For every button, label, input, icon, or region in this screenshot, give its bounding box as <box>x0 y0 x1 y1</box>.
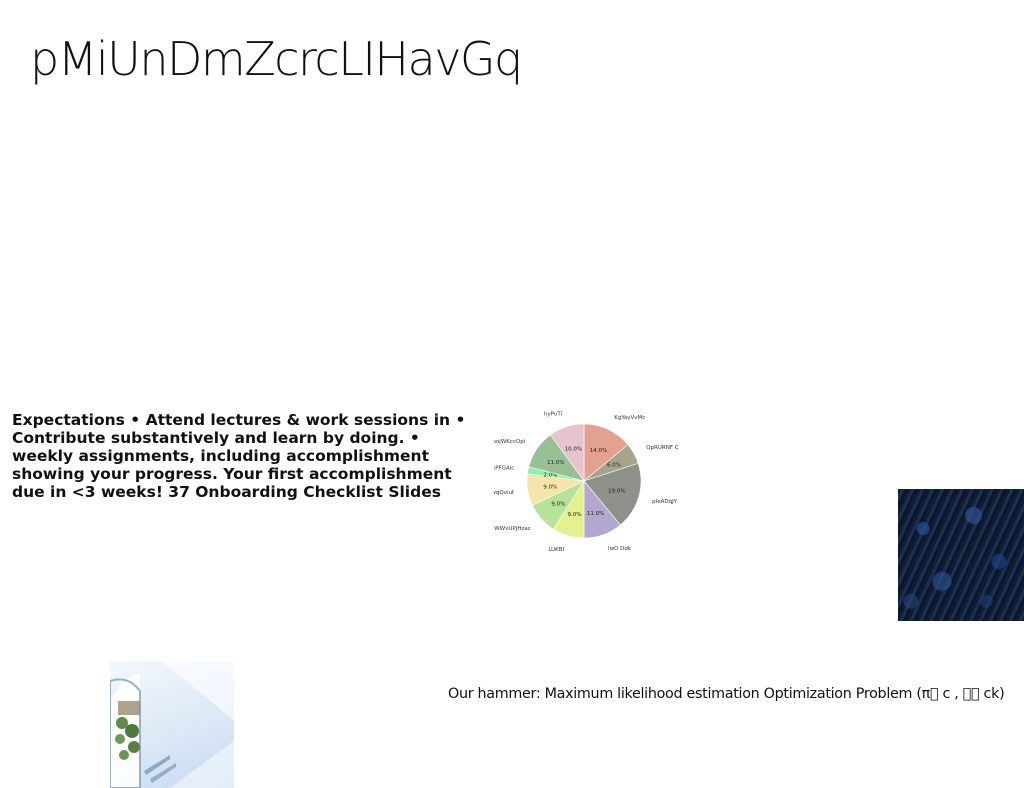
pie-category-label-4: LUKBI <box>548 547 564 553</box>
pie-percent-label-3: 11.0% <box>587 511 604 517</box>
pie-category-label-1: QpRURNF Qj <box>646 445 678 451</box>
pie-category-label-6: ZwqQviuf <box>494 490 515 496</box>
arch-photo <box>110 661 234 788</box>
pie-category-label-2: pleADqJY <box>652 499 678 505</box>
pie-category-label-8: sojWKccOpi <box>494 439 526 445</box>
pie-slice-2 <box>583 463 642 526</box>
pie-percent-label-5: 9.0% <box>551 502 565 508</box>
pie-percent-label-0: 14.0% <box>590 448 607 454</box>
pie-category-label-9: hyPuTi <box>544 411 563 417</box>
pie-percent-label-9: 10.0% <box>565 446 582 452</box>
pie-chart: 14.0% KgYayVvMc 6.0% QpRURNF Qj 19.0% pleADqJ… <box>494 382 678 578</box>
pie-category-label-7: ixPFGAlc <box>494 466 514 472</box>
pie-chart-svg: 14.0% KgYayVvMc 6.0% QpRURNF Qj 19.0% pleADqJ… <box>494 411 678 553</box>
pie-percent-label-6: 9.0% <box>543 484 557 490</box>
pie-slice-9 <box>550 423 585 482</box>
forest-photo <box>898 489 1024 621</box>
pie-percent-label-1: 6.0% <box>607 463 621 469</box>
pie-category-label-0: KgYayVvMc <box>614 415 645 421</box>
pie-percent-label-8: 11.0% <box>547 460 564 466</box>
pie-percent-label-7: 2.0% <box>543 473 557 479</box>
pie-category-label-3: iwO Ddk <box>608 546 632 552</box>
slide-title: pMiUnDmZcrcLIHavGq <box>30 32 523 86</box>
pie-category-label-5: WWvUPJHzac <box>494 526 531 532</box>
mle-caption: Our hammer: Maximum likelihood estimatio… <box>448 686 1005 702</box>
pie-percent-label-2: 19.0% <box>608 489 625 495</box>
pie-percent-label-4: 9.0% <box>567 512 581 518</box>
expectations-text: Expectations • Attend lectures & work se… <box>12 411 466 501</box>
arch-illustration <box>110 661 234 788</box>
